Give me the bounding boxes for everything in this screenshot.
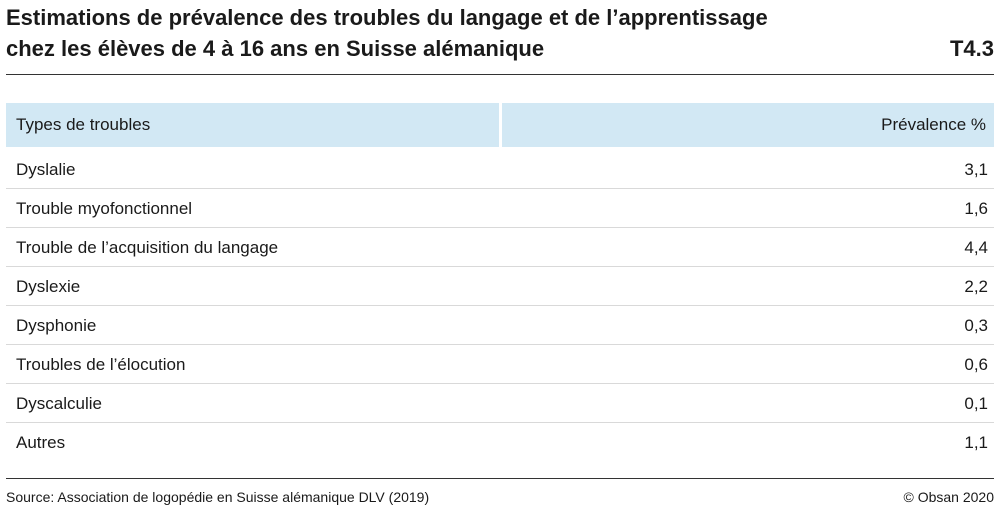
column-header-prevalence: Prévalence % bbox=[502, 103, 994, 147]
row-prevalence-value: 1,1 bbox=[964, 433, 988, 452]
row-prevalence-value: 4,4 bbox=[964, 238, 988, 257]
table-head-row: Types de troubles Prévalence % bbox=[6, 103, 994, 147]
page-title: Estimations de prévalence des troubles d… bbox=[6, 2, 886, 64]
row-prevalence-value: 0,1 bbox=[964, 394, 988, 413]
title-line-1: Estimations de prévalence des troubles d… bbox=[6, 5, 768, 30]
title-divider bbox=[6, 74, 994, 75]
row-type-label: Troubles de l’élocution bbox=[16, 355, 186, 374]
row-type-label: Dysphonie bbox=[16, 316, 97, 335]
column-header-type: Types de troubles bbox=[6, 103, 499, 147]
row-prevalence-value: 3,1 bbox=[964, 160, 988, 179]
row-type-label: Dyscalculie bbox=[16, 394, 102, 413]
row-type-label: Dyslalie bbox=[16, 160, 76, 179]
row-prevalence-value: 0,6 bbox=[964, 355, 988, 374]
row-type-label: Trouble de l’acquisition du langage bbox=[16, 238, 279, 257]
table-row: Trouble de l’acquisition du langage 4,4 bbox=[6, 228, 994, 267]
table-header: Estimations de prévalence des troubles d… bbox=[6, 2, 994, 72]
row-type-label: Dyslexie bbox=[16, 277, 81, 296]
table-row: Trouble myofonctionnel 1,6 bbox=[6, 189, 994, 228]
copyright-note: © Obsan 2020 bbox=[903, 489, 995, 505]
table-row: Troubles de l’élocution 0,6 bbox=[6, 345, 994, 384]
row-prevalence-value: 1,6 bbox=[964, 199, 988, 218]
source-note: Source: Association de logopédie en Suis… bbox=[6, 489, 430, 505]
table-body: Dyslalie 3,1 Trouble myofonctionnel 1,6 … bbox=[6, 150, 994, 462]
table-row: Dysphonie 0,3 bbox=[6, 306, 994, 345]
row-prevalence-value: 0,3 bbox=[964, 316, 988, 335]
prevalence-table: Types de troubles Prévalence % Dyslalie … bbox=[6, 103, 994, 462]
title-line-2: chez les élèves de 4 à 16 ans en Suisse … bbox=[6, 36, 545, 61]
table-row: Autres 1,1 bbox=[6, 423, 994, 462]
bottom-divider bbox=[6, 478, 994, 479]
row-prevalence-value: 2,2 bbox=[964, 277, 988, 296]
table-row: Dyscalculie 0,1 bbox=[6, 384, 994, 423]
row-type-label: Trouble myofonctionnel bbox=[16, 199, 193, 218]
table-row: Dyslexie 2,2 bbox=[6, 267, 994, 306]
table-number: T4.3 bbox=[949, 36, 994, 61]
row-type-label: Autres bbox=[16, 433, 66, 452]
table-row: Dyslalie 3,1 bbox=[6, 150, 994, 189]
